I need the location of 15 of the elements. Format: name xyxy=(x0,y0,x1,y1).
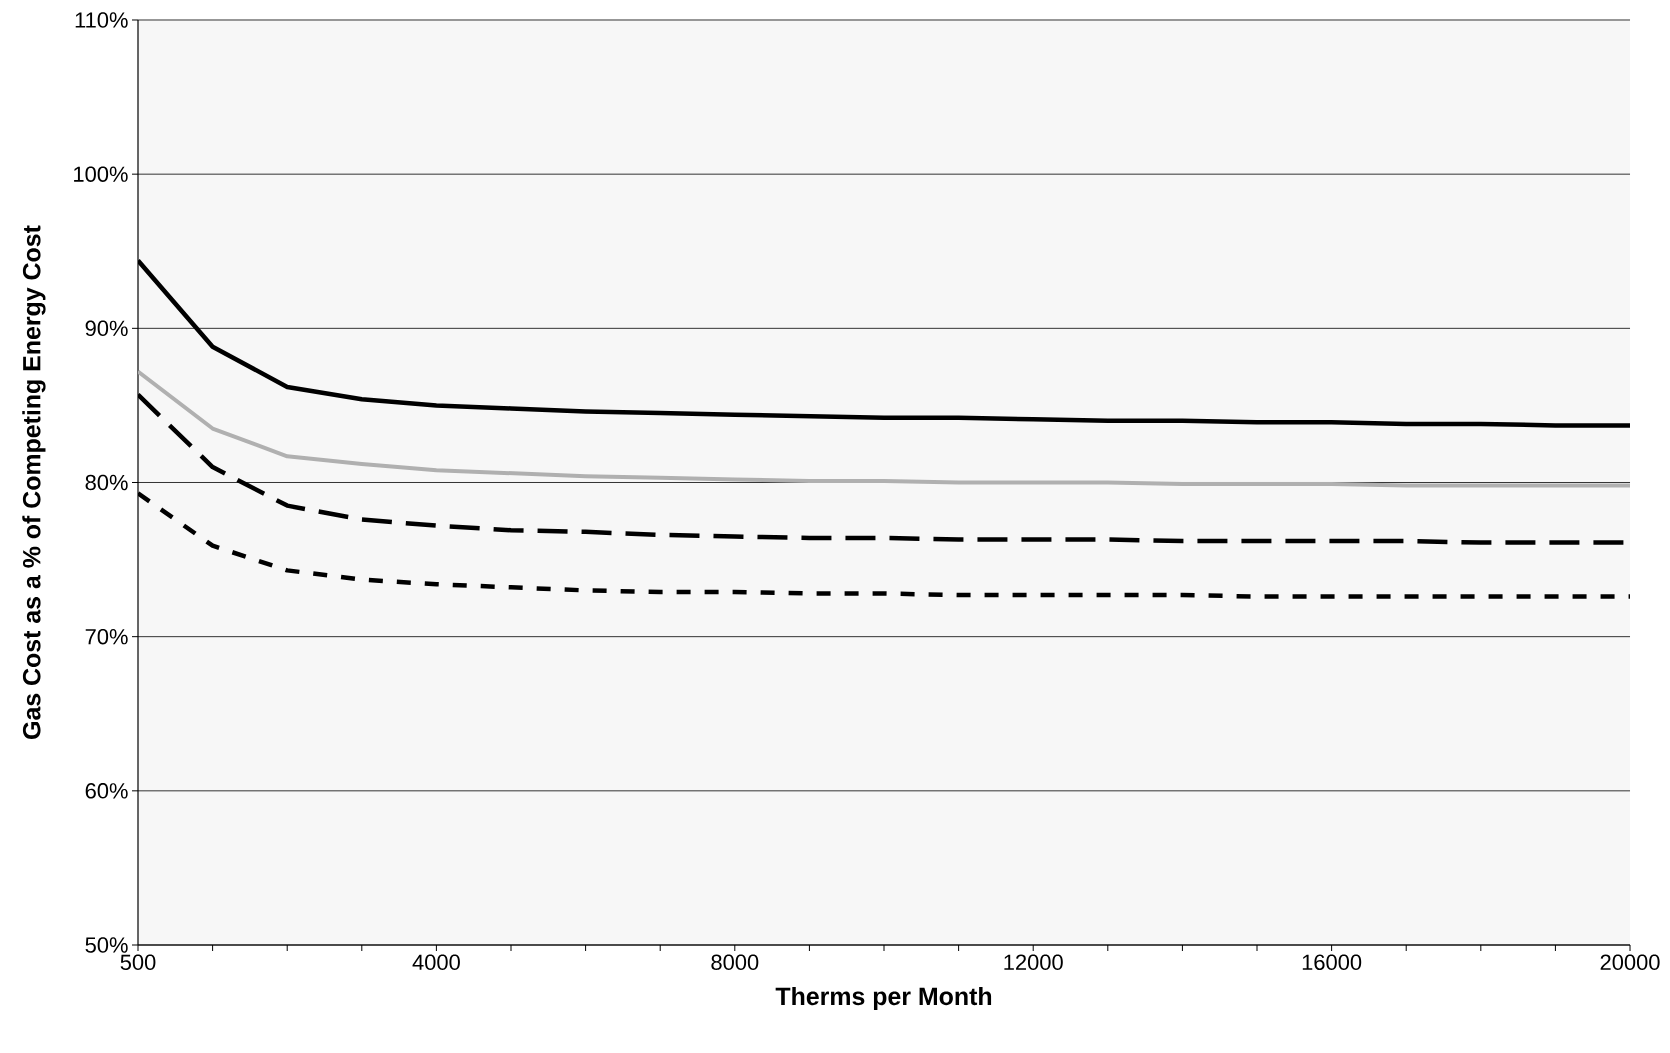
y-tick-label: 50% xyxy=(85,937,128,953)
x-tick-label: 16000 xyxy=(1302,954,1362,971)
x-tick-label: 20000 xyxy=(1600,954,1660,971)
x-tick-label: 500 xyxy=(120,954,156,971)
x-tick-label: 12000 xyxy=(1004,954,1063,971)
x-axis-title: Therms per Month xyxy=(775,986,992,1011)
y-tick-label: 80% xyxy=(85,474,128,491)
y-tick-label: 100% xyxy=(74,166,128,182)
y-tick-label: 70% xyxy=(85,628,128,645)
y-tick-label: 90% xyxy=(85,320,128,337)
y-axis-title: Gas Cost as a % of Competing Energy Cost xyxy=(22,225,46,739)
y-tick-label: 110% xyxy=(75,12,128,28)
y-tick-label: 60% xyxy=(85,783,128,799)
x-tick-label: 4000 xyxy=(412,954,460,971)
x-tick-label: 8000 xyxy=(711,954,759,971)
